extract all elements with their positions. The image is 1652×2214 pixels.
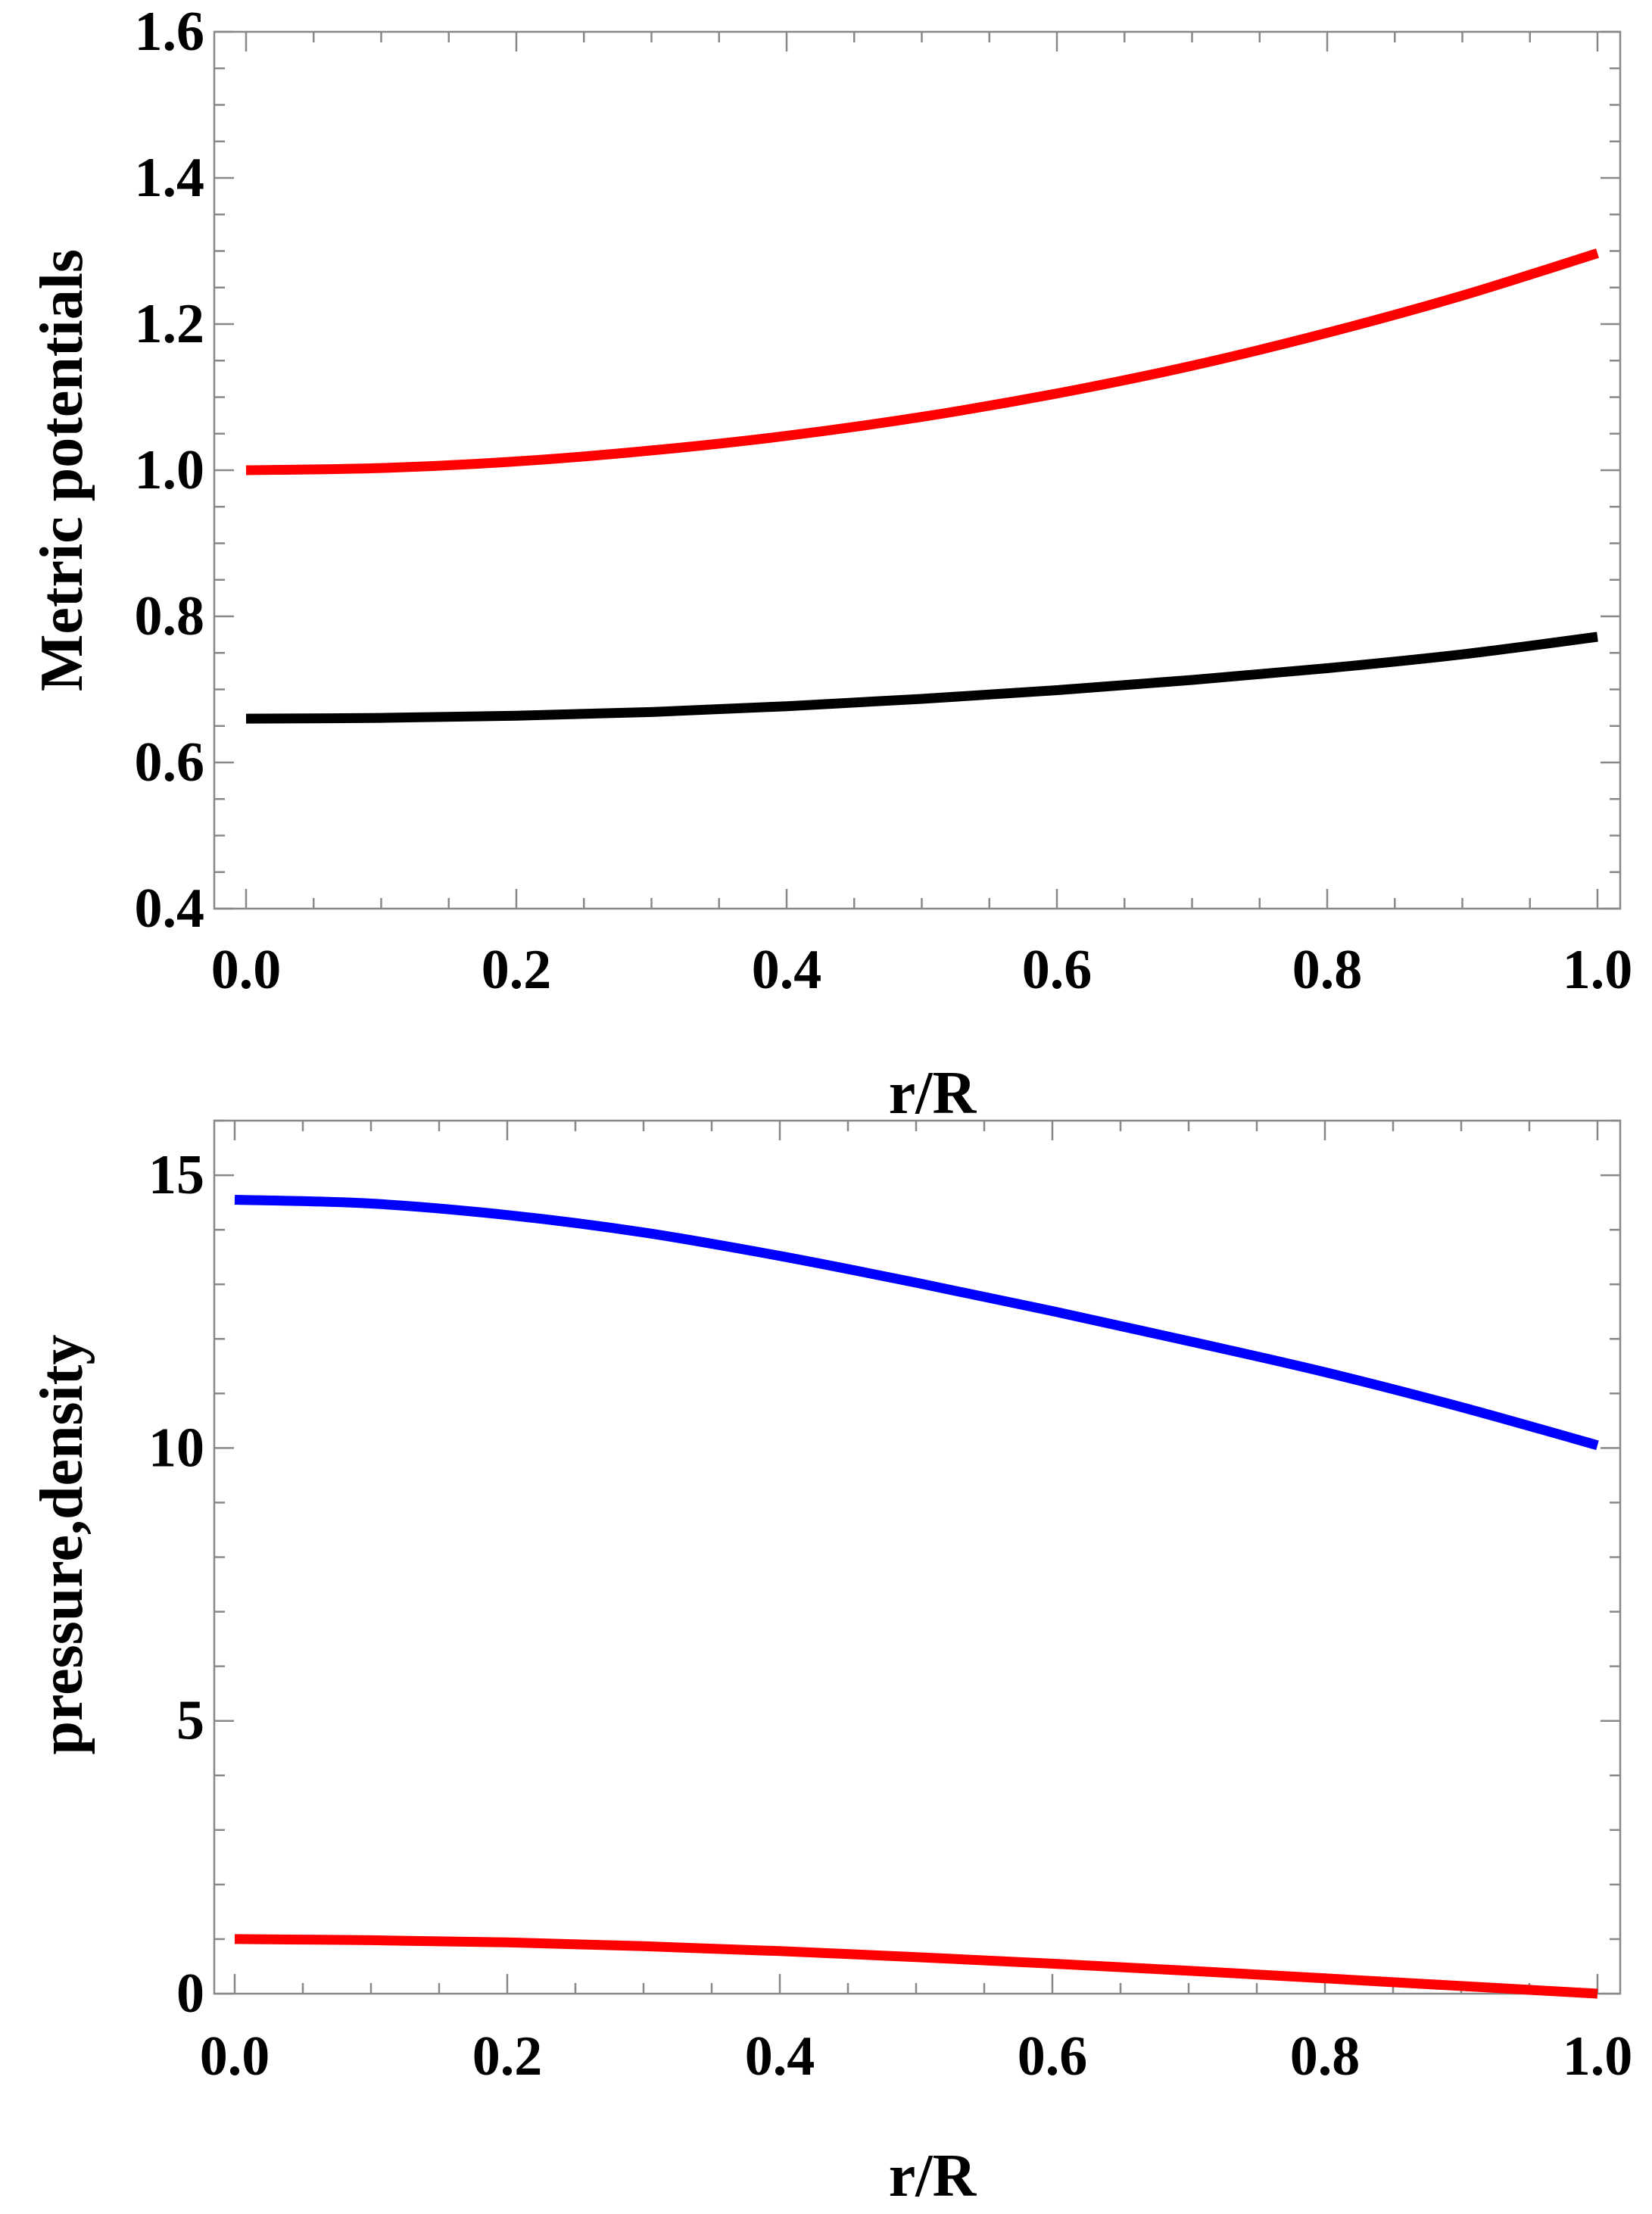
x-tick-label: 0.8 — [1290, 2025, 1361, 2088]
x-tick-label: 0.8 — [1292, 939, 1363, 1001]
y-tick-label: 0.6 — [135, 731, 205, 794]
x-tick-label: 0.2 — [482, 939, 552, 1001]
x-axis-label: r/R — [889, 2143, 977, 2209]
series-line-blue-curve — [234, 1195, 1599, 1451]
y-tick-label: 10 — [148, 1417, 204, 1479]
x-tick-label: 0.4 — [752, 939, 822, 1001]
y-axis-label: Metric potentials — [29, 249, 95, 691]
x-tick-label: 0.6 — [1018, 2025, 1088, 2088]
x-tick-label: 1.0 — [1563, 939, 1633, 1001]
y-tick-label: 1.2 — [135, 293, 205, 355]
x-tick-label: 1.0 — [1563, 2025, 1633, 2088]
y-axis-label: pressure,density — [29, 1335, 95, 1755]
series-line-black-curve — [245, 631, 1598, 724]
x-tick-label: 0.0 — [200, 2025, 270, 2088]
y-tick-label: 0.8 — [135, 585, 205, 647]
series-line-red-curve — [245, 248, 1599, 476]
metric-potentials-chart: 0.0 0.2 0.4 0.6 0.8 1.0 0.4 0.6 0.8 1.0 1.2 1.4 1.6 r… — [29, 1, 1632, 1127]
pressure-density-chart: 0.0 0.2 0.4 0.6 0.8 1.0 0 5 10 15 r/R pressure,dens… — [29, 1119, 1633, 2209]
y-tick-label: 0.4 — [135, 878, 205, 940]
y-tick-label: 0 — [176, 1963, 204, 2025]
y-tick-label: 15 — [148, 1144, 204, 1206]
y-tick-label: 1.4 — [135, 147, 205, 209]
y-tick-label: 1.6 — [135, 1, 205, 63]
series-line-red-curve — [234, 1934, 1598, 1999]
x-axis-label: r/R — [889, 1060, 977, 1127]
x-tick-label: 0.2 — [472, 2025, 543, 2088]
y-tick-label: 5 — [176, 1690, 204, 1752]
x-tick-label: 0.4 — [745, 2025, 815, 2088]
x-tick-label: 0.0 — [211, 939, 282, 1001]
y-tick-label: 1.0 — [135, 439, 205, 501]
x-tick-label: 0.6 — [1022, 939, 1093, 1001]
